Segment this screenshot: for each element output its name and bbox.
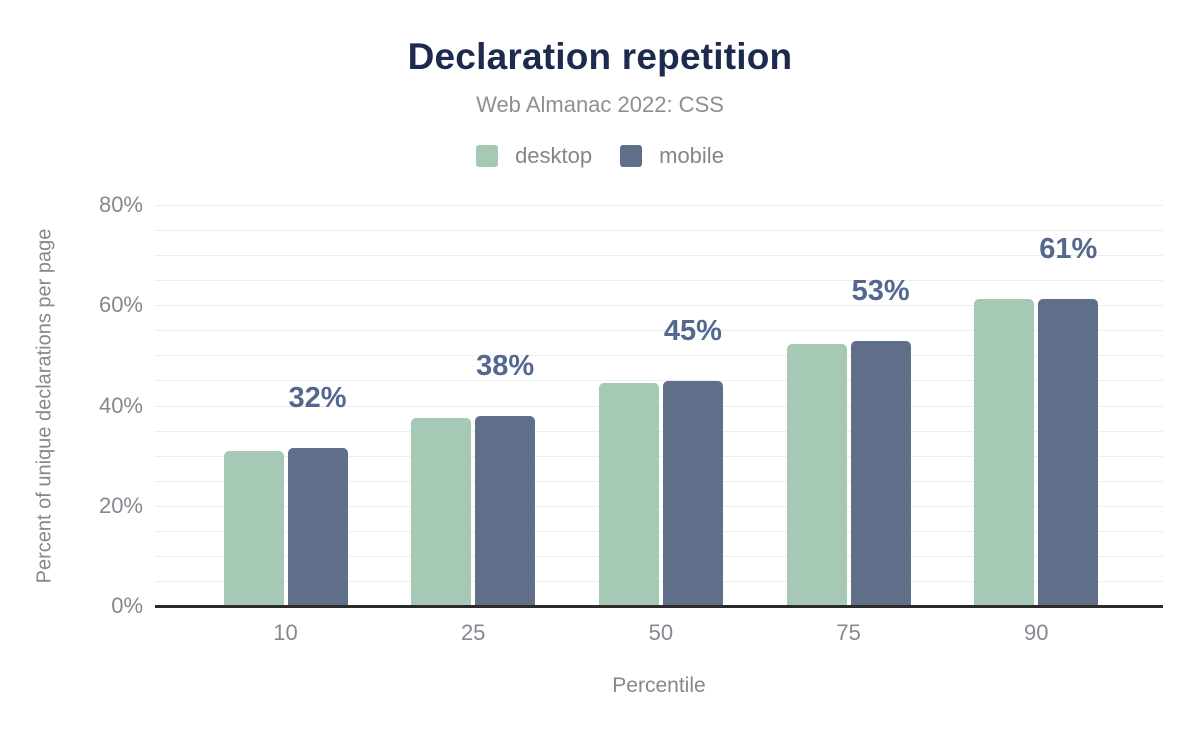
bar-mobile-p25: [475, 416, 536, 606]
chart-title: Declaration repetition: [407, 36, 793, 77]
gridline-20pct: [155, 505, 1163, 507]
gridline-55pct: [155, 330, 1163, 332]
x-tick-label-p25: 25: [460, 620, 486, 645]
gridline-60pct: [155, 305, 1163, 307]
x-axis-line: [155, 605, 1163, 608]
gridline-30pct: [155, 455, 1163, 457]
legend: desktop mobile: [0, 143, 1200, 169]
gridline-10pct: [155, 555, 1163, 557]
y-tick-label-0%: 0%: [111, 593, 143, 618]
y-tick-label-40%: 40%: [98, 392, 143, 418]
y-axis-title: Percent of unique declarations per page: [33, 228, 56, 583]
gridline-75pct: [155, 230, 1163, 232]
data-label-p10: 32%: [288, 381, 347, 414]
bar-desktop-p10: [223, 450, 284, 606]
gridline-35pct: [155, 430, 1163, 432]
bar-desktop-p50: [598, 383, 659, 606]
y-tick-label-60%: 60%: [98, 292, 143, 318]
gridline-25pct: [155, 480, 1163, 482]
legend-item-mobile: mobile: [620, 143, 724, 169]
gridline-15pct: [155, 530, 1163, 532]
bar-desktop-p25: [411, 418, 472, 606]
legend-label: desktop: [515, 143, 593, 168]
x-axis-title: Percentile: [612, 674, 706, 697]
x-tick-label-p75: 75: [836, 620, 861, 645]
x-tick-label-p10: 10: [273, 620, 298, 645]
bar-desktop-p90: [974, 299, 1035, 606]
bar-mobile-p10: [287, 447, 348, 606]
bar-desktop-p75: [786, 343, 847, 606]
legend-swatch-desktop: [476, 145, 499, 167]
gridline-65pct: [155, 280, 1163, 282]
x-tick-label-p50: 50: [648, 620, 674, 645]
gridline-70pct: [155, 255, 1163, 257]
chart-subtitle: Web Almanac 2022: CSS: [476, 92, 724, 117]
gridline-5pct: [155, 580, 1163, 582]
bar-mobile-p90: [1038, 298, 1099, 606]
legend-swatch-mobile: [620, 145, 643, 167]
legend-label: mobile: [659, 143, 724, 168]
y-tick-label-20%: 20%: [98, 492, 143, 518]
gridline-40pct: [155, 405, 1163, 407]
data-label-p75: 53%: [851, 275, 910, 308]
bar-mobile-p50: [662, 380, 723, 606]
legend-item-desktop: desktop: [476, 143, 592, 169]
data-label-p50: 45%: [663, 314, 722, 347]
gridline-45pct: [155, 380, 1163, 382]
data-label-p90: 61%: [1039, 232, 1098, 265]
x-tick-label-p90: 90: [1024, 620, 1049, 645]
gridline-80pct: [155, 205, 1163, 206]
data-label-p25: 38%: [476, 350, 535, 383]
bar-mobile-p75: [850, 341, 911, 606]
gridline-50pct: [155, 355, 1163, 357]
y-tick-label-80%: 80%: [98, 192, 143, 217]
